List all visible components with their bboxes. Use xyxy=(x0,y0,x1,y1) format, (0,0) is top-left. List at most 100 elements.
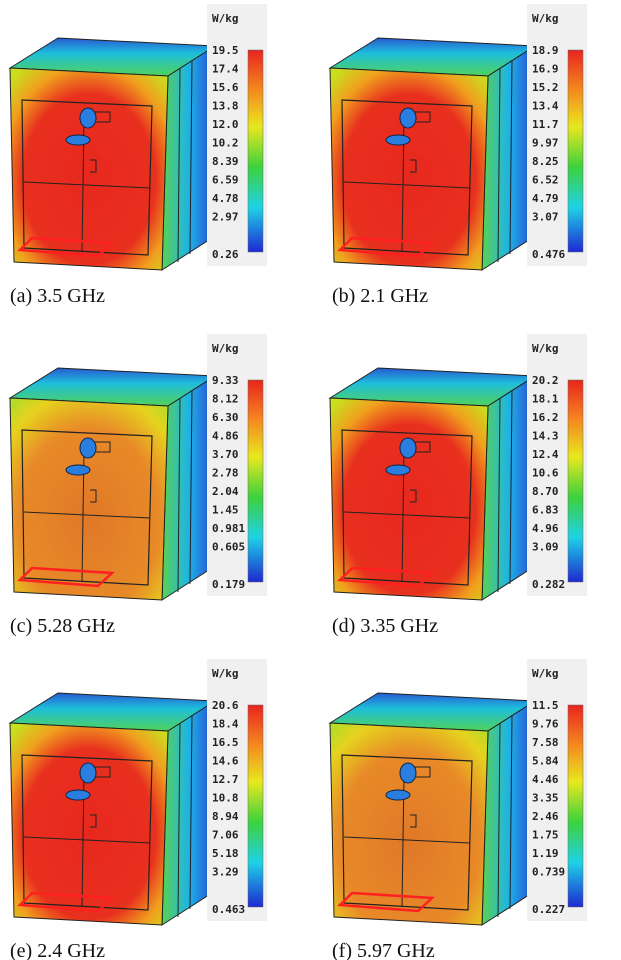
scale-label: 4.46 xyxy=(532,773,559,786)
scale-label: 1.75 xyxy=(532,829,559,842)
scale-label: 16.5 xyxy=(212,736,239,749)
box-front xyxy=(330,398,488,600)
colorbar xyxy=(568,50,583,252)
scale-label: 9.33 xyxy=(212,374,239,387)
scale-label: 1.19 xyxy=(532,847,559,860)
scale-label: 0.463 xyxy=(212,903,245,916)
scale-label: 12.4 xyxy=(532,448,559,461)
scale-label: 3.29 xyxy=(212,866,239,879)
scale-label: 10.6 xyxy=(532,467,559,480)
scale-label: 3.09 xyxy=(532,541,559,554)
caption: (a) 3.5 GHz xyxy=(10,285,105,307)
scale-label: 18.9 xyxy=(532,44,559,57)
scale-label: 2.78 xyxy=(212,467,239,480)
box-front xyxy=(330,723,488,925)
scale-label: 10.8 xyxy=(212,792,239,805)
antenna-base xyxy=(66,135,90,145)
scale-label: 0.605 xyxy=(212,541,245,554)
antenna-base xyxy=(66,465,90,475)
scale-label: 12.0 xyxy=(212,118,239,131)
scale-label: 2.46 xyxy=(532,810,559,823)
scale-label: 15.6 xyxy=(212,81,239,94)
scale-label: 6.52 xyxy=(532,174,559,187)
figure: W/kg 19.5 17.4 15.6 13.8 12.0 10.2 8.39 6.59 4.78… xyxy=(0,0,621,960)
panel: W/kg 20.2 18.1 16.2 14.3 12.4 10.6 8.70 6.83 4.96… xyxy=(330,334,587,637)
scale-label: 1.45 xyxy=(212,504,239,517)
scale-label: 8.12 xyxy=(212,393,239,406)
scale-label: 14.3 xyxy=(532,430,559,443)
panel: W/kg9.338.126.304.863.702.782.041.450.98… xyxy=(10,334,267,637)
scale-label: 6.83 xyxy=(532,504,559,517)
scale-label: 10.2 xyxy=(212,137,239,150)
scale-label: 4.86 xyxy=(212,430,239,443)
colorbar xyxy=(248,705,263,907)
panel: W/kg18.916.915.213.411.79.978.256.524.79… xyxy=(330,4,587,307)
scale-label: 3.35 xyxy=(532,792,559,805)
antenna-head xyxy=(400,763,416,783)
unit: W/kg xyxy=(212,12,239,25)
box-front xyxy=(330,68,488,270)
scale-label: 18.1 xyxy=(532,393,559,406)
scale-label: 4.79 xyxy=(532,192,559,205)
scale-label: 0.981 xyxy=(212,522,245,535)
caption: (c) 5.28 GHz xyxy=(10,615,115,637)
box-front xyxy=(10,68,168,270)
antenna-base xyxy=(386,135,410,145)
scale-label: 9.97 xyxy=(532,137,559,150)
scale-label: 11.7 xyxy=(532,118,559,131)
caption: (f) 5.97 GHz xyxy=(332,940,435,960)
antenna-base xyxy=(386,465,410,475)
antenna-base xyxy=(386,790,410,800)
antenna-head xyxy=(400,438,416,458)
scale-label: 0.227 xyxy=(532,903,565,916)
panel: W/kg20.618.416.514.612.710.88.947.065.18… xyxy=(10,659,267,960)
unit: W/kg xyxy=(532,667,559,680)
unit: W/kg xyxy=(532,12,559,25)
scale-label: 0.739 xyxy=(532,866,565,879)
panel: W/kg 19.5 17.4 15.6 13.8 12.0 10.2 8.39 6.59 4.78… xyxy=(10,4,267,307)
scale-label: 8.94 xyxy=(212,810,239,823)
scale-label: 18.4 xyxy=(212,718,239,731)
antenna-head xyxy=(80,438,96,458)
scale-label: 17.4 xyxy=(212,63,239,76)
scale-label: 5.84 xyxy=(532,755,559,768)
scale-label: 12.7 xyxy=(212,773,239,786)
scale-label: 16.2 xyxy=(532,411,559,424)
scale-label: 19.5 xyxy=(212,44,239,57)
scale-label: 20.6 xyxy=(212,699,239,712)
box-front xyxy=(10,398,168,600)
scale-label: 13.4 xyxy=(532,100,559,113)
caption: (b) 2.1 GHz xyxy=(332,285,428,307)
scale-label: 8.70 xyxy=(532,485,559,498)
panel: W/kg11.59.767.585.844.463.352.461.751.19… xyxy=(330,659,587,960)
scale-label: 6.30 xyxy=(212,411,239,424)
colorbar xyxy=(248,380,263,582)
scale-label: 6.59 xyxy=(212,174,239,187)
unit: W/kg xyxy=(212,342,239,355)
scale-label: 3.70 xyxy=(212,448,239,461)
scale-label: 3.07 xyxy=(532,211,559,224)
scale-label: 4.78 xyxy=(212,192,239,205)
scale-label: 14.6 xyxy=(212,755,239,768)
unit: W/kg xyxy=(532,342,559,355)
scale-label: 15.2 xyxy=(532,81,559,94)
scale-label: 0.179 xyxy=(212,578,245,591)
scale-label: 8.25 xyxy=(532,155,559,168)
antenna-head xyxy=(80,108,96,128)
scale-label: 8.39 xyxy=(212,155,239,168)
scale-label: 4.96 xyxy=(532,522,559,535)
caption: (e) 2.4 GHz xyxy=(10,940,105,960)
scale-label: 13.8 xyxy=(212,100,239,113)
scale-label: 0.26 xyxy=(212,248,239,261)
caption: (d) 3.35 GHz xyxy=(332,615,438,637)
unit: W/kg xyxy=(212,667,239,680)
scale-label: 2.97 xyxy=(212,211,239,224)
colorbar xyxy=(568,705,583,907)
colorbar xyxy=(568,380,583,582)
scale-label: 0.476 xyxy=(532,248,565,261)
colorbar xyxy=(248,50,263,252)
antenna-head xyxy=(400,108,416,128)
scale-label: 20.2 xyxy=(532,374,559,387)
scale-label: 5.18 xyxy=(212,847,239,860)
scale-label: 11.5 xyxy=(532,699,559,712)
